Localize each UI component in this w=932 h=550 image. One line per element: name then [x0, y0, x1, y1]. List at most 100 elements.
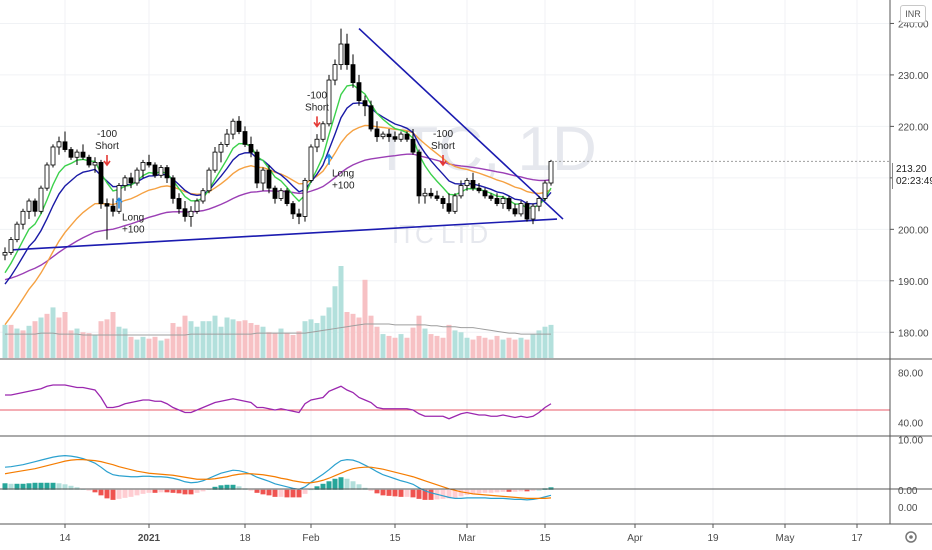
- price-axis-label: 240.00: [898, 19, 929, 30]
- candle-up: [200, 190, 206, 202]
- volume-bar: [338, 266, 344, 358]
- macd-histogram-bar: [380, 489, 386, 496]
- last-price-tag: 213.20 02:23:49: [892, 163, 932, 189]
- macd-histogram-bar: [356, 484, 362, 490]
- volume-bar: [230, 319, 236, 358]
- settings-gear-icon[interactable]: [905, 531, 917, 543]
- candle-up: [548, 160, 554, 184]
- time-axis-label: Feb: [302, 533, 320, 544]
- candle-up: [518, 203, 524, 215]
- candle-up: [218, 143, 224, 153]
- macd-histogram-bar: [422, 489, 428, 500]
- volume-bar: [500, 339, 506, 358]
- currency-label[interactable]: INR: [900, 5, 926, 23]
- candle-down: [152, 164, 158, 176]
- volume-bar: [26, 325, 32, 358]
- candle-up: [452, 195, 458, 212]
- candle-up: [542, 182, 548, 199]
- price-axis-label: 220.00: [898, 122, 929, 133]
- macd-histogram-bar: [128, 489, 134, 497]
- volume-bar: [428, 334, 434, 358]
- candle-down: [80, 151, 86, 158]
- bar-countdown: 02:23:49: [896, 176, 932, 187]
- volume-bar: [308, 319, 314, 358]
- macd-histogram-bar: [236, 486, 242, 490]
- volume-bar: [44, 313, 50, 358]
- macd-histogram-bar: [386, 489, 392, 496]
- ema-mid-line: [4, 102, 552, 285]
- candle-up: [20, 210, 26, 225]
- price-axis-label: 200.00: [898, 225, 929, 236]
- candle-down: [512, 208, 518, 215]
- volume-bar: [446, 324, 452, 358]
- candle-up: [56, 141, 62, 148]
- signal-label: -100: [307, 90, 327, 101]
- volume-bar: [488, 339, 494, 358]
- macd-histogram-bar: [302, 489, 308, 494]
- macd-histogram-bar: [164, 489, 170, 493]
- time-axis-label: May: [776, 533, 795, 544]
- candle-down: [32, 200, 38, 212]
- candle-down: [98, 162, 104, 204]
- candle-down: [350, 64, 356, 84]
- price-axis-label: 180.00: [898, 328, 929, 339]
- volume-bar: [392, 337, 398, 358]
- candle-up: [2, 252, 8, 256]
- volume-bar: [476, 335, 482, 358]
- candle-down: [236, 120, 242, 132]
- candle-down: [254, 151, 260, 184]
- volume-bar: [404, 337, 410, 358]
- volume-bar: [470, 339, 476, 358]
- macd-histogram-bar: [536, 489, 542, 491]
- short-arrow-icon: [103, 154, 111, 167]
- candle-down: [416, 151, 422, 197]
- candle-down: [182, 208, 188, 217]
- candle-up: [212, 151, 218, 171]
- volume-bar: [440, 337, 446, 358]
- volume-bar: [146, 338, 152, 358]
- short-arrow-icon: [439, 154, 447, 167]
- candle-down: [170, 177, 176, 199]
- macd-histogram-bar: [62, 484, 68, 490]
- volume-bar: [188, 321, 194, 358]
- macd-histogram-bar: [188, 489, 194, 495]
- candle-up: [326, 79, 332, 125]
- candle-up: [26, 200, 32, 212]
- macd-histogram-bar: [314, 486, 320, 490]
- candle-up: [500, 198, 506, 204]
- macd-axis-label: 0.00: [898, 486, 918, 497]
- signal-label: Long: [122, 212, 144, 223]
- rsi-axis-label: 80.00: [898, 369, 923, 380]
- volume-bar: [122, 328, 128, 358]
- macd-histogram-bar: [428, 489, 434, 500]
- candle-up: [536, 198, 542, 207]
- macd-histogram-bar: [104, 489, 110, 499]
- volume-bar: [302, 321, 308, 358]
- signal-label: Short: [305, 102, 329, 113]
- macd-line: [4, 455, 552, 501]
- macd-histogram-bar: [344, 478, 350, 490]
- volume-bar: [116, 326, 122, 358]
- candle-down: [386, 133, 392, 138]
- signal-label: +100: [122, 224, 145, 235]
- candle-down: [248, 143, 254, 153]
- volume-bar: [278, 328, 284, 358]
- long-arrow-icon: [325, 153, 333, 165]
- macd-histogram-bar: [224, 484, 230, 490]
- volume-bar: [416, 315, 422, 358]
- volume-bar: [134, 339, 140, 358]
- short-arrow-icon: [313, 116, 321, 128]
- candle-up: [530, 205, 536, 220]
- volume-bar: [152, 336, 158, 358]
- candle-down: [362, 100, 368, 107]
- volume-bar: [506, 337, 512, 358]
- long-arrow-icon: [115, 197, 123, 209]
- macd-histogram-bar: [290, 489, 296, 498]
- macd-histogram-bar: [116, 489, 122, 499]
- macd-histogram-bar: [494, 489, 500, 493]
- candle-up: [8, 239, 14, 253]
- time-axis-label: 15: [539, 533, 551, 544]
- sma-long-line: [4, 153, 552, 281]
- volume-bar: [74, 328, 80, 358]
